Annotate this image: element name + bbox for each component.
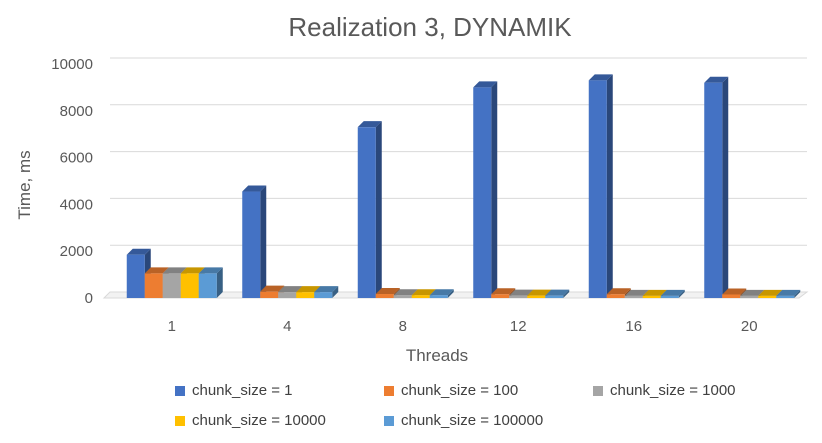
chart-title: Realization 3, DYNAMIK (288, 12, 572, 42)
legend-swatch (384, 385, 394, 396)
legend-item: chunk_size = 100 (384, 382, 518, 399)
bar (776, 289, 801, 298)
y-tick-label: 4000 (60, 196, 93, 213)
legend: chunk_size = 1 chunk_size = 100 chunk_size… (0, 372, 822, 442)
x-tick-label: 4 (283, 318, 291, 335)
x-tick-label: 8 (399, 318, 407, 335)
bar (429, 289, 454, 298)
legend-swatch (175, 415, 185, 426)
y-axis-title: Time, ms (15, 150, 34, 219)
legend-label: chunk_size = 10000 (192, 412, 326, 429)
x-tick-label: 16 (625, 318, 642, 335)
y-tick-label: 0 (85, 290, 93, 307)
legend-item: chunk_size = 1 (175, 382, 292, 399)
bar (545, 289, 570, 298)
legend-label: chunk_size = 100000 (401, 412, 544, 429)
y-tick-label: 2000 (60, 243, 93, 260)
legend-swatch (175, 385, 185, 396)
y-axis-ticks: 0 2000 4000 6000 8000 10000 (51, 56, 93, 307)
x-tick-label: 1 (168, 318, 176, 335)
bar (660, 289, 685, 298)
gridlines (110, 57, 807, 293)
legend-label: chunk_size = 100 (401, 382, 519, 399)
bar (242, 185, 267, 298)
x-tick-label: 20 (741, 318, 758, 335)
legend-item: chunk_size = 1000 (593, 382, 736, 399)
bar (473, 81, 498, 299)
legend-label: chunk_size = 1 (192, 382, 293, 399)
y-tick-label: 8000 (60, 103, 93, 120)
legend-item: chunk_size = 100000 (384, 412, 543, 429)
bar (357, 121, 382, 299)
bar (588, 74, 613, 298)
y-tick-label: 6000 (60, 150, 93, 167)
x-axis-ticks: 1 4 8 12 16 20 (168, 318, 758, 335)
legend-swatch (384, 415, 394, 426)
bars (126, 74, 801, 299)
chart: Realization 3, DYNAMIK 0 2000 4000 6000 8000… (15, 12, 809, 365)
bar (314, 286, 339, 298)
bar (704, 76, 729, 298)
x-tick-label: 12 (510, 318, 527, 335)
legend-label: chunk_size = 1000 (610, 382, 736, 399)
legend-item: chunk_size = 10000 (175, 412, 326, 429)
x-axis-title: Threads (406, 346, 468, 365)
bar (198, 267, 223, 298)
legend-swatch (593, 385, 603, 396)
y-tick-label: 10000 (51, 56, 93, 73)
